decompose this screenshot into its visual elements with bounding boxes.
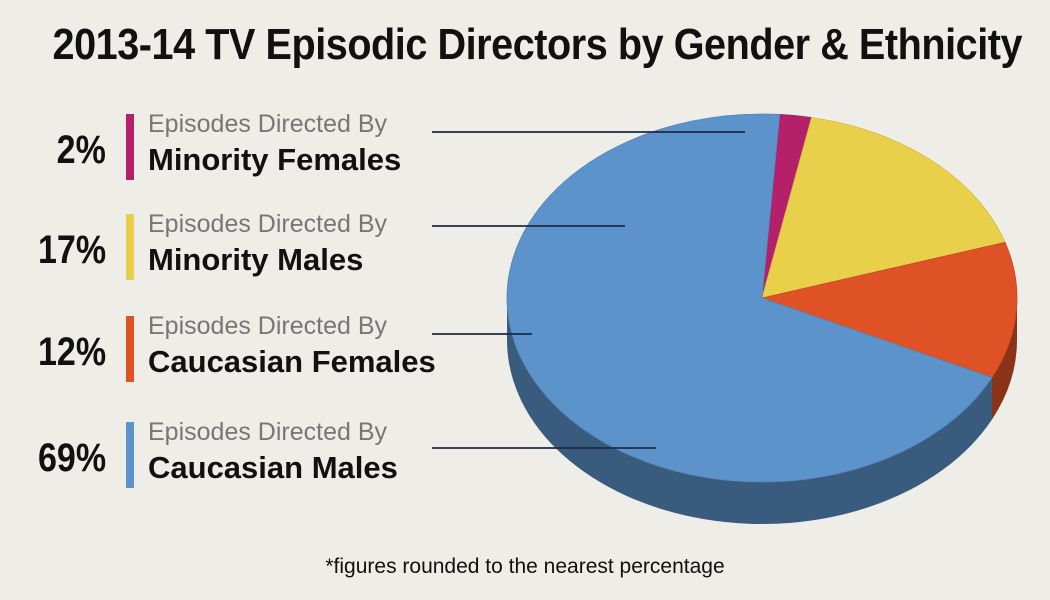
- legend-label: Minority Males: [148, 242, 364, 277]
- legend-item-caucasian-females: 12% Episodes Directed By Caucasian Femal…: [0, 312, 520, 386]
- pie-side-caucasian-females: [991, 298, 1017, 420]
- legend-value: 12%: [37, 330, 106, 374]
- footnote: *figures rounded to the nearest percenta…: [325, 555, 725, 578]
- leader-lines: [432, 131, 745, 449]
- legend-prefix: Episodes Directed By: [148, 312, 388, 340]
- pie-side-caucasian-males: [507, 298, 992, 525]
- legend-prefix: Episodes Directed By: [148, 210, 388, 238]
- pie-slice-minority-males: [761, 117, 1006, 299]
- legend-swatch: [126, 422, 134, 488]
- legend-prefix: Episodes Directed By: [148, 418, 388, 446]
- legend-item-minority-males: 17% Episodes Directed By Minority Males: [0, 210, 520, 284]
- legend-swatch: [126, 214, 134, 280]
- legend-value: 69%: [37, 436, 106, 480]
- pie-slices: [506, 113, 1018, 483]
- legend-swatch: [126, 114, 134, 180]
- pie-sides: [507, 298, 1017, 525]
- legend-item-minority-females: 2% Episodes Directed By Minority Females: [0, 110, 520, 184]
- pie-slice-caucasian-males: [506, 113, 993, 483]
- pie-slice-caucasian-females: [760, 241, 1018, 378]
- legend-value: 2%: [56, 128, 106, 172]
- legend-label: Caucasian Females: [148, 344, 436, 379]
- legend-label: Caucasian Males: [148, 450, 398, 485]
- legend-value: 17%: [37, 228, 106, 272]
- legend-prefix: Episodes Directed By: [148, 110, 388, 138]
- legend-swatch: [126, 316, 134, 382]
- chart-title: 2013-14 TV Episodic Directors by Gender …: [52, 20, 1023, 69]
- legend-label: Minority Females: [148, 142, 402, 177]
- legend-item-caucasian-males: 69% Episodes Directed By Caucasian Males: [0, 418, 520, 492]
